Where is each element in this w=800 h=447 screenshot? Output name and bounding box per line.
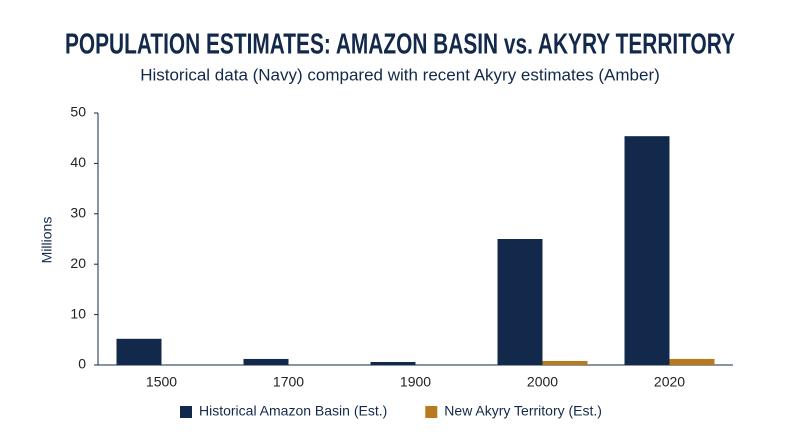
x-tick-label: 2000 <box>527 374 558 390</box>
bar <box>669 358 715 365</box>
x-tick-label: 2020 <box>654 374 685 390</box>
y-tick-label: 30 <box>70 205 86 221</box>
chart-subtitle: Historical data (Navy) compared with rec… <box>140 65 660 84</box>
x-tick-label: 1700 <box>273 374 304 390</box>
y-tick-label: 50 <box>70 104 86 120</box>
bar <box>116 338 162 365</box>
y-axis-label: Millions <box>39 217 55 264</box>
y-tick-label: 40 <box>70 154 86 170</box>
bar <box>243 358 289 365</box>
chart-title: POPULATION ESTIMATES: AMAZON BASIN vs. A… <box>65 29 735 61</box>
y-tick-label: 20 <box>70 255 86 271</box>
legend-label: New Akyry Territory (Est.) <box>444 403 602 419</box>
legend-label: Historical Amazon Basin (Est.) <box>199 403 387 419</box>
y-tick-label: 0 <box>78 356 86 372</box>
bar <box>624 136 670 365</box>
bar <box>370 361 416 365</box>
legend-swatch <box>425 406 438 418</box>
bar <box>497 239 543 365</box>
bar <box>542 360 588 365</box>
y-tick-label: 10 <box>70 305 86 321</box>
x-tick-label: 1500 <box>146 374 177 390</box>
legend-swatch <box>180 406 192 418</box>
x-tick-label: 1900 <box>400 374 431 390</box>
